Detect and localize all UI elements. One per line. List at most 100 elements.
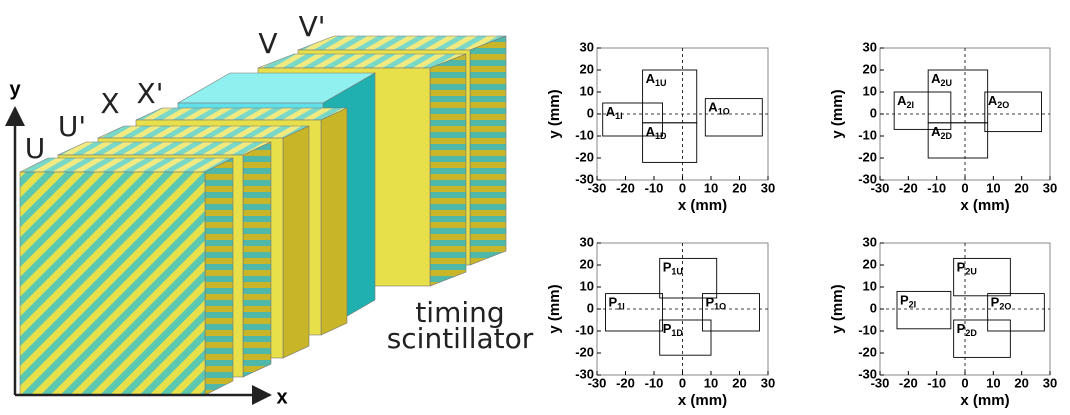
spot-label-base: A — [988, 93, 998, 108]
x-tick-label: 20 — [732, 180, 746, 195]
slab — [19, 157, 234, 396]
slab-top — [135, 107, 348, 121]
spot-label-base: A — [646, 71, 656, 86]
spot-label: A1D — [646, 124, 667, 141]
y-tick-label: -30 — [858, 171, 877, 186]
spot-label-base: P — [991, 295, 1000, 310]
beam-spot — [702, 293, 760, 332]
y-tick-label: 0 — [587, 105, 594, 120]
spot-label-base: P — [663, 321, 672, 336]
y-tick-label: 20 — [580, 256, 594, 271]
spot-label-sub: 2U — [965, 267, 977, 277]
scintillator-label: timing — [415, 296, 504, 329]
beam-spot — [605, 293, 663, 332]
plot-panel: -30 -20 -10 0 10 20 30 -30 -20 -10 0 10 20 30 x (mm) y … — [829, 39, 1057, 214]
y-tick-label: 20 — [863, 256, 877, 271]
x-tick-label: -20 — [616, 375, 635, 390]
y-tick-label: -20 — [575, 149, 594, 164]
slab-front — [19, 171, 206, 396]
x-tick-label: 20 — [1014, 180, 1028, 195]
plot-panel: -30 -20 -10 0 10 20 30 -30 -20 -10 0 10 20 30 x (mm) y … — [829, 234, 1057, 409]
beam-spot — [704, 98, 763, 137]
spot-label-base: A — [606, 104, 616, 119]
y-tick-label: -20 — [575, 344, 594, 359]
spot-label-sub: 1O — [718, 107, 730, 117]
spot-label-base: A — [708, 100, 718, 115]
y-tick-label: 20 — [863, 61, 877, 76]
plane-label: U — [25, 132, 46, 165]
spot-label-base: A — [931, 71, 941, 86]
x-tick-label: 30 — [761, 180, 775, 195]
y-tick-label: -20 — [858, 149, 877, 164]
slab-top — [97, 125, 310, 139]
y-tick-label: 30 — [863, 234, 877, 249]
spot-label: P1O — [705, 295, 726, 312]
beam-spot — [642, 122, 698, 163]
spot-label: P2O — [991, 295, 1012, 312]
y-tick-label: -10 — [575, 127, 594, 142]
y-tick-label: 0 — [870, 300, 877, 315]
x-axis-title: x (mm) — [960, 197, 1009, 214]
plane-label: X — [100, 87, 119, 120]
spot-label-sub: 2D — [941, 131, 953, 141]
spot-label-sub: 2O — [997, 100, 1009, 110]
spot-label-base: P — [957, 260, 966, 275]
x-tick-label: -20 — [616, 180, 635, 195]
spot-label-sub: 2O — [999, 302, 1011, 312]
spot-label-base: P — [900, 293, 909, 308]
plane-label: V — [258, 27, 277, 60]
x-tick-label: -10 — [927, 375, 946, 390]
x-tick-label: 0 — [679, 180, 686, 195]
beam-spot — [953, 319, 1011, 358]
beam-spot — [987, 293, 1045, 332]
spot-label: P1U — [663, 260, 683, 277]
spot-label: A2U — [931, 71, 952, 88]
spot-label: P1D — [663, 321, 684, 338]
beam-spot — [984, 91, 1042, 133]
y-tick-label: 20 — [580, 61, 594, 76]
x-tick-label: 30 — [1043, 375, 1057, 390]
y-tick-label: -10 — [575, 322, 594, 337]
beam-spot — [659, 319, 712, 356]
x-tick-label: -30 — [871, 180, 890, 195]
plane-label: U' — [58, 110, 86, 143]
y-tick-label: -20 — [858, 344, 877, 359]
beam-spot — [659, 257, 718, 299]
x-tick-label: -30 — [871, 375, 890, 390]
spot-label-sub: 1D — [655, 131, 667, 141]
slab-side — [320, 107, 348, 336]
slab-top — [57, 141, 272, 156]
x-tick-label: 0 — [961, 180, 968, 195]
y-tick-label: -30 — [858, 366, 877, 381]
spot-label: P2U — [957, 260, 977, 277]
spot-label-sub: 1I — [615, 111, 623, 121]
spot-label-base: A — [931, 124, 941, 139]
x-tick-label: 10 — [986, 180, 1000, 195]
x-axis-title: x (mm) — [678, 197, 727, 214]
spot-label-base: P — [609, 295, 618, 310]
y-tick-label: 10 — [863, 278, 877, 293]
y-tick-label: 0 — [870, 105, 877, 120]
spot-label: A2D — [931, 124, 952, 141]
spot-label-base: P — [705, 295, 714, 310]
y-axis-title: y (mm) — [546, 89, 563, 138]
spot-label-sub: 1D — [671, 328, 683, 338]
plots: -30 -20 -10 0 10 20 30 -30 -20 -10 0 10 20 30 x (mm) y … — [546, 39, 1057, 409]
scintillator-label: scintillator — [387, 322, 534, 355]
plot-panel: -30 -20 -10 0 10 20 30 -30 -20 -10 0 10 20 30 x (mm) y … — [546, 234, 775, 409]
y-tick-label: 10 — [580, 278, 594, 293]
beam-spot — [896, 290, 952, 330]
y-axis-title: y (mm) — [829, 284, 846, 333]
slab-top — [19, 157, 234, 173]
x-tick-label: -20 — [899, 375, 918, 390]
spot-label-base: A — [646, 124, 656, 139]
spot-label: A2O — [988, 93, 1009, 110]
plot-panel: -30 -20 -10 0 10 20 30 -30 -20 -10 0 10 20 30 x (mm) y … — [546, 39, 775, 214]
spot-label-sub: 1U — [671, 267, 683, 277]
x-tick-label: 0 — [961, 375, 968, 390]
spot-label-sub: 2D — [965, 328, 977, 338]
spot-label-sub: 1O — [714, 302, 726, 312]
spot-label-sub: 1I — [617, 302, 625, 312]
slab-side — [429, 53, 467, 287]
spot-label: A1I — [606, 104, 623, 121]
